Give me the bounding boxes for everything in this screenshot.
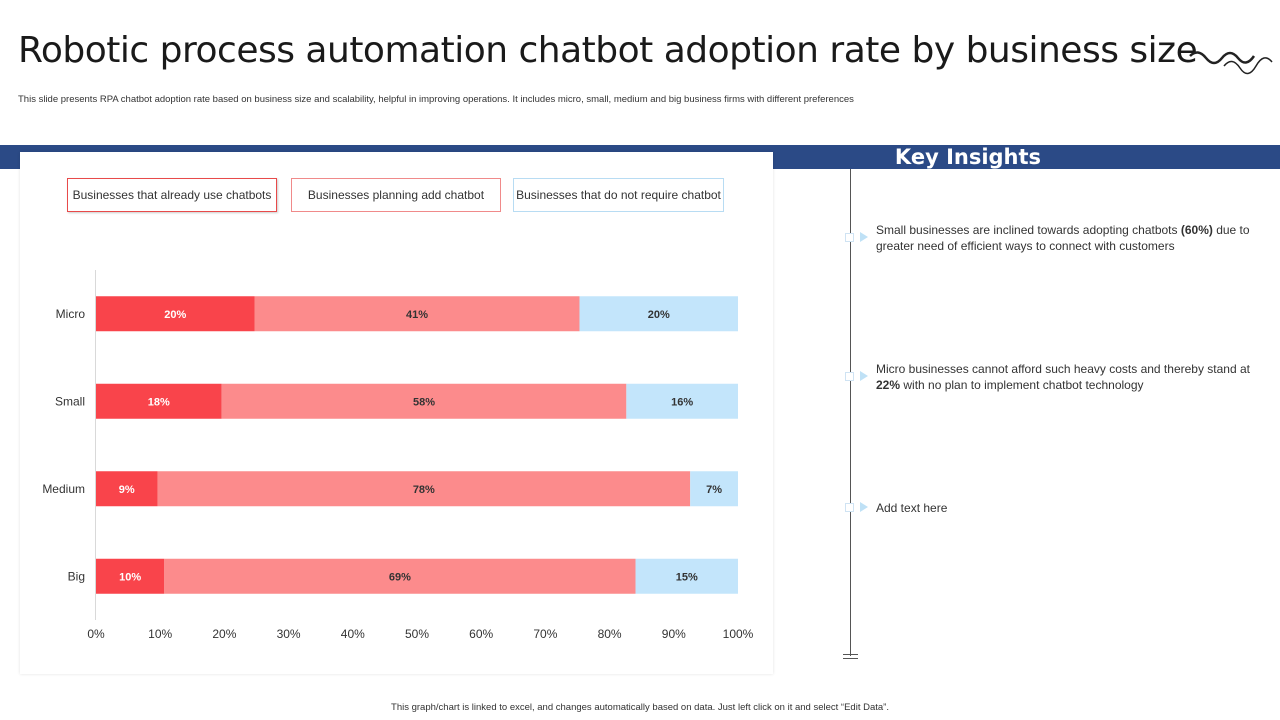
x-tick-label: 40% [341,627,365,641]
bar-value-label: 9% [119,484,135,496]
bar-segment [96,558,165,594]
bar-segment [254,296,580,332]
insight-item-2: Micro businesses cannot afford such heav… [876,362,1250,392]
category-tick-label: Small [55,394,85,408]
timeline-line [850,169,851,656]
x-tick-label: 0% [87,627,105,641]
arrow-right-icon [860,232,868,242]
stacked-bar-chart: 20% 41% 20% Micro 18% 58% 16% Small 9% 78% 7% Mediu… [42,270,754,641]
wave-logo-icon [1189,51,1273,75]
bar-segment [157,471,691,507]
timeline-marker [845,372,854,381]
bar-segment [221,383,627,419]
bar-value-label: 7% [706,484,722,496]
x-tick-label: 50% [405,627,429,641]
insight-item-1: Small businesses are inclined towards ad… [876,223,1250,253]
x-tick-label: 60% [469,627,493,641]
timeline-base-2 [843,658,858,659]
category-tick-label: Big [68,569,85,583]
x-tick-label: 20% [212,627,236,641]
legend-planning[interactable]: Businesses planning add chatbot [291,178,501,212]
x-tick-label: 30% [277,627,301,641]
x-tick-label: 10% [148,627,172,641]
bar-segment [626,383,738,419]
x-tick-label: 100% [723,627,754,641]
arrow-right-icon [860,502,868,512]
x-tick-label: 90% [662,627,686,641]
arrow-right-icon [860,371,868,381]
bar-value-label: 41% [406,309,428,321]
bar-segment [579,296,738,332]
timeline-marker [845,503,854,512]
bar-segment [164,558,636,594]
page-subtitle: This slide presents RPA chatbot adoption… [18,94,854,105]
timeline-marker [845,233,854,242]
bar-segment [635,558,738,594]
category-tick-label: Micro [56,307,86,321]
legend-already-use[interactable]: Businesses that already use chatbots [67,178,277,212]
bar-value-label: 18% [148,396,170,408]
bar-value-label: 69% [389,571,411,583]
bar-value-label: 16% [671,396,693,408]
chart-panel: Businesses that already use chatbots Bus… [20,152,773,674]
category-tick-label: Medium [42,482,85,496]
legend-not-require[interactable]: Businesses that do not require chatbot [513,178,724,212]
x-tick-label: 80% [598,627,622,641]
bar-value-label: 20% [164,309,186,321]
bar-value-label: 20% [648,309,670,321]
bar-value-label: 58% [413,396,435,408]
insights-title: Key Insights [894,145,1042,169]
timeline-base [843,654,858,655]
x-tick-label: 70% [533,627,557,641]
bar-segment [96,383,222,419]
bar-value-label: 15% [676,571,698,583]
bar-value-label: 78% [413,484,435,496]
insight-item-3[interactable]: Add text here [876,501,948,515]
bar-segment [690,471,738,507]
bar-segment [96,471,158,507]
page-title: Robotic process automation chatbot adopt… [18,30,1198,71]
bar-segment [96,296,255,332]
bar-value-label: 10% [119,571,141,583]
footer-note: This graph/chart is linked to excel, and… [391,702,889,713]
